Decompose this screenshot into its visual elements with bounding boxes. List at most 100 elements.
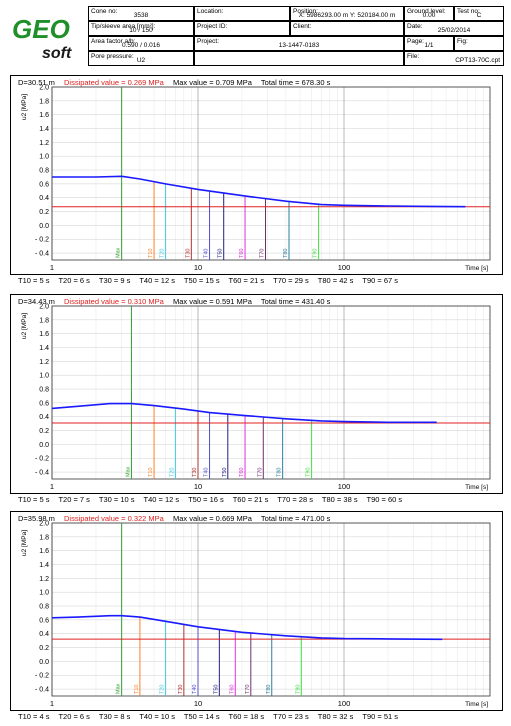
marker-label-t50: T50: [218, 249, 224, 258]
plot-area: [51, 522, 491, 697]
panel-footer: T10 = 4 s T20 = 6 s T30 = 8 s T40 = 10 s…: [18, 712, 405, 721]
geosoft-logo: GEO soft: [12, 14, 72, 62]
t40-text: T40 = 10 s: [139, 712, 175, 721]
pore-pressure-cell: Pore pressure: U2: [88, 51, 194, 66]
y-tick-label: 0.4: [39, 195, 49, 202]
marker-label-t90: T90: [295, 685, 301, 694]
x-axis-label: Time [s]: [465, 484, 488, 491]
x-axis-label: Time [s]: [465, 701, 488, 708]
project-cell: Project: 13-1447-0183: [194, 36, 404, 51]
page-label: Page:: [407, 38, 424, 45]
panel-stats: D=30.51 m Dissipated value = 0.269 MPa M…: [18, 78, 337, 87]
y-tick-label: 0.2: [39, 645, 49, 652]
project-id-label: Project ID:: [197, 23, 228, 30]
depth-text: D=34.43 m: [18, 297, 55, 306]
cone-no-label: Cone no:: [91, 8, 118, 15]
t80-text: T80 = 32 s: [317, 712, 354, 721]
file-cell: File: CPT13-70C.cpt: [404, 51, 504, 66]
y-tick-label: - 0.4: [35, 687, 49, 694]
marker-label-t30: T30: [185, 249, 191, 258]
y-tick-label: 1.8: [39, 98, 49, 105]
marker-label-t60: T60: [229, 685, 235, 694]
dissipated-text: Dissipated value = 0.310 MPa: [64, 297, 164, 306]
location-cell: Location:: [194, 6, 290, 21]
y-tick-label: 1.2: [39, 576, 49, 583]
tip-sleeve-cell: Tip/sleeve area [mm²]: 10 / 150: [88, 21, 194, 36]
y-tick-label: 1.0: [39, 373, 49, 380]
marker-label-t20: T20: [160, 685, 166, 694]
y-tick-label: 1.4: [39, 345, 49, 352]
marker-label-max: Max: [125, 466, 131, 477]
page-cell: Page: 1/1: [404, 36, 454, 51]
y-tick-label: 0.8: [39, 604, 49, 611]
y-tick-label: 0.8: [39, 387, 49, 394]
t60-text: T60 = 18 s: [228, 712, 265, 721]
panel-stats: D=35.98 m Dissipated value = 0.322 MPa M…: [18, 514, 337, 523]
y-axis-label: u2 [MPa]: [21, 94, 28, 120]
y-tick-label: - 0.4: [35, 470, 49, 477]
y-tick-label: 0.0: [39, 442, 49, 449]
y-tick-label: 1.0: [39, 154, 49, 161]
project-label: Project:: [197, 38, 220, 45]
t30-text: T30 = 9 s: [98, 276, 131, 285]
panel-frame: [10, 294, 503, 494]
area-factor-cell: Area factor a/b: 0.590 / 0.016: [88, 36, 194, 51]
marker-label-t70: T70: [260, 249, 266, 258]
tip-sleeve-value: 10 / 150: [129, 27, 153, 34]
ground-level-value: 0.00: [422, 12, 436, 19]
x-tick-label: 100: [338, 699, 351, 708]
marker-label-t40: T40: [204, 249, 210, 258]
plot-area: [51, 305, 491, 480]
y-tick-label: 1.2: [39, 140, 49, 147]
y-tick-label: 1.8: [39, 317, 49, 324]
t50-text: T50 = 15 s: [183, 276, 220, 285]
area-factor-value: 0.590 / 0.016: [122, 42, 160, 49]
panel-stats: D=34.43 m Dissipated value = 0.310 MPa M…: [18, 297, 337, 306]
y-tick-label: 0.0: [39, 223, 49, 230]
t50-text: T50 = 16 s: [188, 495, 224, 504]
y-tick-label: - 0.4: [35, 251, 49, 258]
t30-text: T30 = 8 s: [98, 712, 131, 721]
t40-text: T40 = 12 s: [143, 495, 180, 504]
y-tick-label: 0.4: [39, 414, 49, 421]
x-tick-label: 1: [50, 263, 54, 272]
marker-label-t20: T20: [160, 249, 166, 258]
y-tick-label: 0.6: [39, 617, 49, 624]
marker-label-t50: T50: [213, 685, 219, 694]
marker-label-t90: T90: [313, 249, 319, 258]
marker-label-t60: T60: [239, 249, 245, 258]
marker-label-t50: T50: [222, 468, 228, 477]
pore-pressure-value: U2: [136, 57, 146, 64]
dissipated-text: Dissipated value = 0.269 MPa: [64, 78, 164, 87]
date-cell: Date: 25/02/2014: [404, 21, 504, 36]
area-factor-label: Area factor a/b:: [91, 38, 136, 45]
y-tick-label: 0.2: [39, 428, 49, 435]
marker-label-t80: T80: [266, 685, 272, 694]
panel-footer: T10 = 5 s T20 = 7 s T30 = 10 s T40 = 12 …: [18, 495, 409, 504]
x-tick-label: 1: [50, 699, 54, 708]
y-axis-label: u2 [MPa]: [21, 530, 28, 556]
marker-label-t10: T10: [134, 685, 140, 694]
panel-footer: T10 = 5 s T20 = 6 s T30 = 9 s T40 = 12 s…: [18, 276, 405, 285]
project-value: 13-1447-0183: [278, 42, 320, 49]
t60-text: T60 = 21 s: [228, 276, 265, 285]
x-tick-label: 10: [194, 699, 202, 708]
panel-frame: [10, 511, 503, 711]
project-id-cell: Project ID:: [194, 21, 290, 36]
y-tick-label: 1.8: [39, 534, 49, 541]
marker-label-t30: T30: [192, 468, 198, 477]
blank-cell: [194, 51, 404, 66]
t90-text: T90 = 67 s: [362, 276, 399, 285]
y-tick-label: 1.6: [39, 112, 49, 119]
marker-label-t90: T90: [306, 468, 312, 477]
test-no-cell: Test no: C: [454, 6, 504, 21]
depth-text: D=30.51 m: [18, 78, 55, 87]
y-tick-label: 2.0: [39, 85, 49, 92]
logo-text-geo: GEO: [12, 14, 70, 44]
y-tick-label: 2.0: [39, 304, 49, 311]
page-value: 1/1: [424, 42, 434, 49]
dissipation-chart-3: - 0.4 - 0.2 0.0 0.2 0.4 0.6 0.8 1.0 1.2 1.4 1.6 1.8…: [21, 521, 491, 708]
t20-text: T20 = 6 s: [58, 712, 90, 721]
position-label: Position:: [293, 8, 318, 15]
marker-label-t20: T20: [169, 468, 175, 477]
